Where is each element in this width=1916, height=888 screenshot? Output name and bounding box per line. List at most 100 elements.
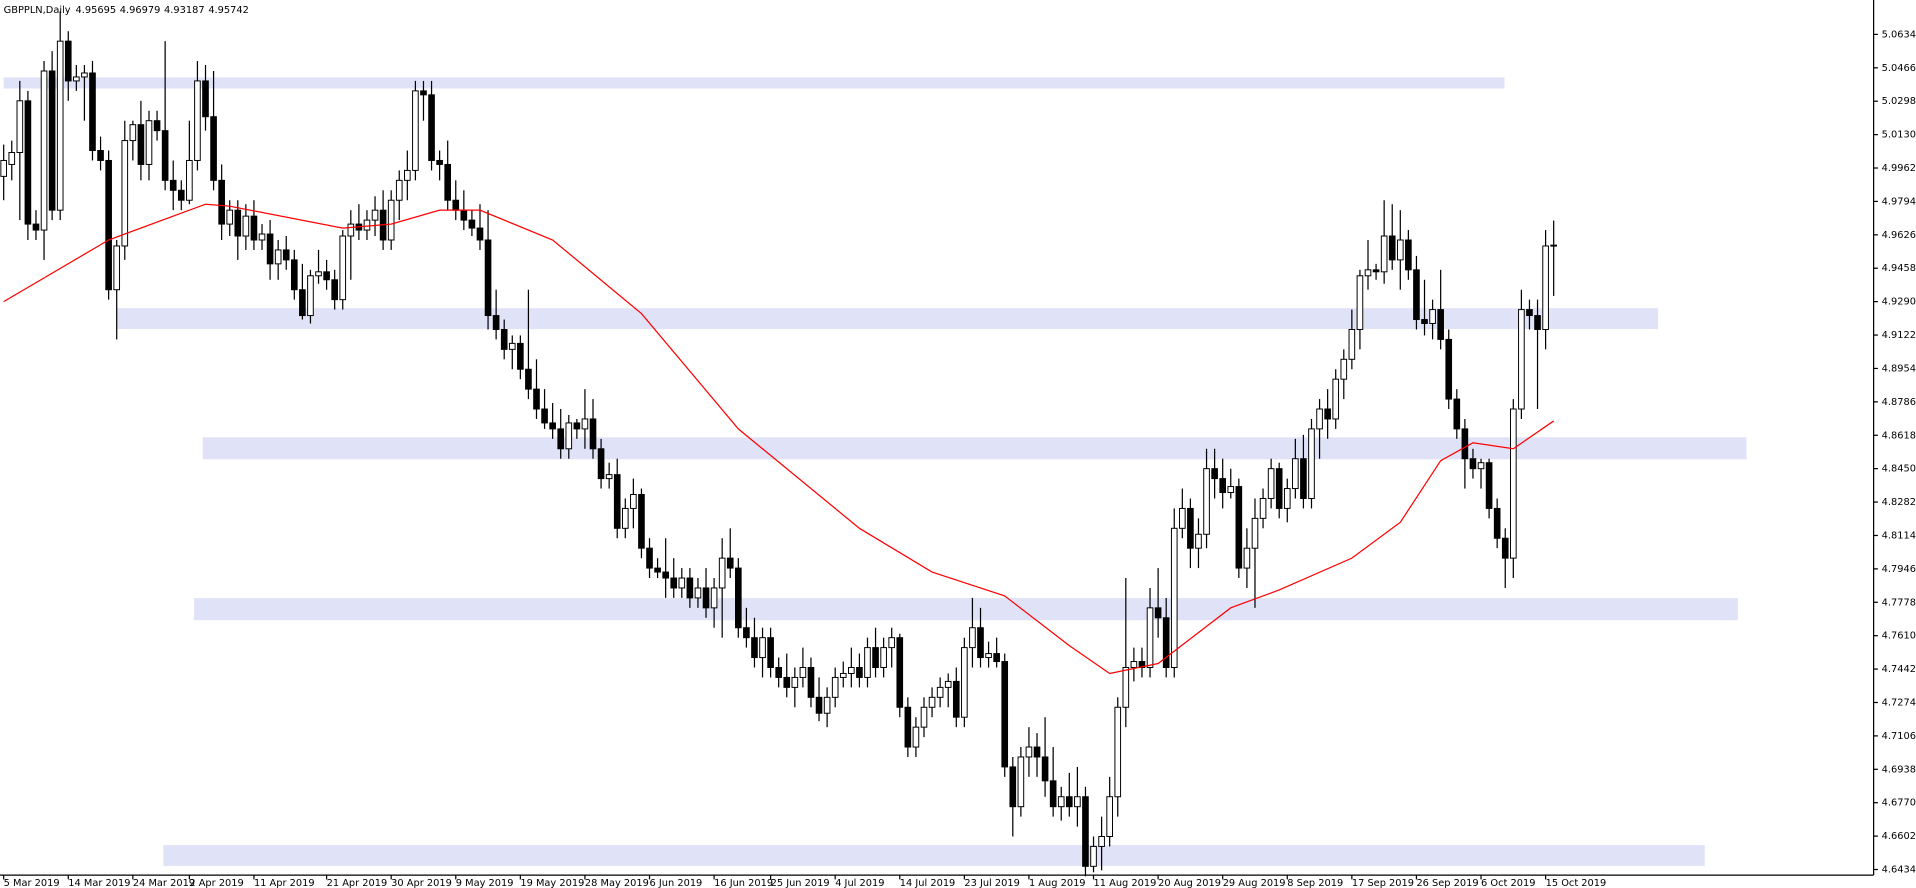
candle xyxy=(290,249,298,300)
candle xyxy=(444,140,452,211)
candle xyxy=(1518,289,1525,419)
candle-body xyxy=(1300,458,1307,499)
candle-body xyxy=(1001,661,1009,768)
candle xyxy=(662,538,669,598)
candle xyxy=(387,190,395,250)
candle-body xyxy=(363,219,371,231)
candle-body xyxy=(177,189,185,201)
candle xyxy=(186,120,193,205)
candle xyxy=(363,210,371,240)
candle xyxy=(646,538,653,579)
candle xyxy=(1235,478,1243,579)
candle-body xyxy=(791,676,799,688)
candle-body xyxy=(16,100,24,154)
candle xyxy=(1526,299,1533,330)
candle-body xyxy=(517,342,524,370)
candle xyxy=(1243,528,1251,588)
candle xyxy=(1509,399,1517,579)
candle xyxy=(1332,369,1340,429)
candle-body xyxy=(646,547,653,569)
candle xyxy=(1130,647,1138,682)
candle-body xyxy=(735,567,742,629)
candle xyxy=(597,438,605,489)
candle-body xyxy=(476,227,484,241)
candle xyxy=(468,210,476,237)
candle-body xyxy=(549,422,556,430)
candle-body xyxy=(1348,328,1356,360)
candle xyxy=(1106,776,1113,847)
candle-body xyxy=(1405,239,1412,271)
x-tick-label: 6 Jun 2019 xyxy=(650,878,703,888)
candle xyxy=(1098,816,1105,871)
candle-body xyxy=(32,223,40,231)
price-zone xyxy=(202,437,1747,460)
candle xyxy=(864,637,871,688)
candle xyxy=(161,41,169,191)
y-tick-label: 4.94580 xyxy=(1882,263,1916,274)
candle xyxy=(1453,389,1461,439)
x-tick-label: 14 Jul 2019 xyxy=(900,878,956,888)
candle-body xyxy=(387,199,395,241)
x-tick-label: 17 Sep 2019 xyxy=(1352,878,1414,888)
candle xyxy=(912,717,920,757)
candle xyxy=(56,11,64,221)
candle xyxy=(339,230,347,310)
candle-body xyxy=(1162,617,1170,668)
candle xyxy=(565,414,573,459)
candle-body xyxy=(1396,239,1404,261)
candle-body xyxy=(880,647,887,668)
low-value: 4.93187 xyxy=(164,5,205,16)
y-tick-label: 5.01300 xyxy=(1882,130,1916,141)
y-tick-label: 4.66020 xyxy=(1882,831,1916,842)
candle-body xyxy=(912,726,920,748)
candle-body xyxy=(1421,319,1428,325)
candle xyxy=(993,637,1000,668)
y-tick-label: 4.64340 xyxy=(1882,865,1916,876)
y-tick-label: 4.71060 xyxy=(1882,731,1916,742)
candle-body xyxy=(508,342,516,350)
candle xyxy=(32,210,40,240)
candle-body xyxy=(920,706,928,728)
candle xyxy=(944,673,952,708)
candle xyxy=(40,61,48,260)
candle xyxy=(638,488,645,559)
y-tick-label: 4.72740 xyxy=(1882,697,1916,708)
candle xyxy=(517,335,524,380)
candle xyxy=(1195,518,1202,569)
candle xyxy=(1542,230,1549,350)
candle-body xyxy=(105,159,112,291)
candle-body xyxy=(718,557,726,589)
candle-body xyxy=(1243,547,1251,569)
candle-body xyxy=(1526,309,1533,317)
x-tick-label: 2 Apr 2019 xyxy=(189,878,243,888)
candle xyxy=(64,31,72,101)
candle-body xyxy=(1292,458,1299,490)
candle-body xyxy=(573,422,581,430)
candle-body xyxy=(48,70,56,211)
candle-body xyxy=(1049,780,1057,808)
candle-body xyxy=(73,76,80,82)
candle xyxy=(153,110,161,141)
candle-body xyxy=(1388,235,1396,261)
candle-body xyxy=(258,233,266,241)
candle xyxy=(1534,299,1541,410)
candle xyxy=(331,269,338,310)
candle-body xyxy=(638,494,645,549)
candle xyxy=(315,249,322,284)
candle-body xyxy=(186,159,193,201)
candle-body xyxy=(1082,796,1089,867)
x-tick-label: 11 Aug 2019 xyxy=(1094,878,1157,888)
candle xyxy=(1300,434,1307,509)
candle xyxy=(129,120,137,161)
candle xyxy=(250,200,258,250)
candle xyxy=(1251,498,1259,608)
y-tick-label: 5.06340 xyxy=(1882,29,1916,40)
candle xyxy=(1033,733,1041,777)
candle-body xyxy=(533,388,540,410)
candle-body xyxy=(1340,358,1348,380)
candle-body xyxy=(1429,309,1436,325)
candle-body xyxy=(888,637,896,649)
candle xyxy=(1372,263,1380,280)
candle xyxy=(1074,766,1081,827)
